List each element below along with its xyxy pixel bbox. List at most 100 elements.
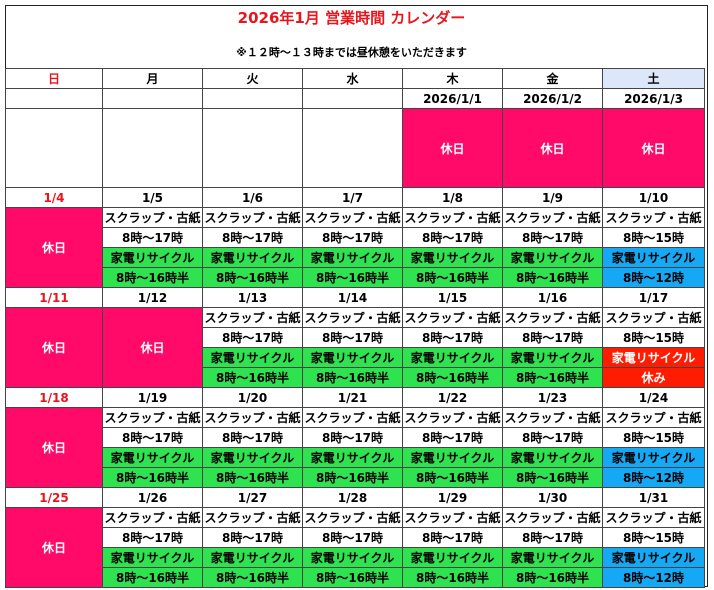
- appliance-label: 家電リサイクル: [502, 547, 603, 568]
- scrap-label: スクラップ・古紙: [602, 307, 705, 328]
- closed-day-cell: 休日: [5, 507, 103, 588]
- date-cell: [5, 88, 103, 109]
- appliance-label: 家電リサイクル: [202, 547, 303, 568]
- scrap-label: スクラップ・古紙: [602, 207, 705, 228]
- date-cell: 1/14: [302, 287, 403, 308]
- appliance-label: 家電リサイクル: [602, 447, 705, 468]
- date-cell: [302, 88, 403, 109]
- appliance-hours: 8時～16時半: [202, 467, 303, 488]
- schedule-row: 8時～17時 8時～17時 8時～17時 8時～17時 8時～15時: [6, 327, 705, 348]
- closed-day-cell: 休日: [102, 307, 203, 388]
- weekday-header: 木: [402, 68, 503, 89]
- appliance-label: 家電リサイクル: [102, 247, 203, 268]
- date-cell: 1/9: [502, 187, 603, 208]
- date-cell: 1/13: [202, 287, 303, 308]
- scrap-label: スクラップ・古紙: [202, 207, 303, 228]
- scrap-label: スクラップ・古紙: [402, 307, 503, 328]
- date-cell: 1/15: [402, 287, 503, 308]
- scrap-label: スクラップ・古紙: [502, 307, 603, 328]
- date-cell: 1/26: [102, 487, 203, 508]
- schedule-row: 8時～17時 8時～17時 8時～17時 8時～17時 8時～17時 8時～15時: [6, 227, 705, 248]
- scrap-hours: 8時～17時: [202, 527, 303, 548]
- date-cell: 1/29: [402, 487, 503, 508]
- schedule-row: 家電リサイクル 家電リサイクル 家電リサイクル 家電リサイクル 家電リサイクル 家電リサイ…: [6, 247, 705, 268]
- scrap-hours: 8時～17時: [402, 527, 503, 548]
- appliance-hours: 8時～16時半: [502, 567, 603, 588]
- weekday-header: 日: [5, 68, 103, 89]
- date-cell: 1/6: [202, 187, 303, 208]
- scrap-label: スクラップ・古紙: [202, 407, 303, 428]
- closed-day-cell: 休日: [502, 108, 603, 188]
- calendar-table: 日月火水木金土 2026/1/1 2026/1/2 2026/1/3 休日 休日 休日 1/4…: [5, 68, 705, 588]
- appliance-label: 家電リサイクル: [402, 447, 503, 468]
- schedule-row: 休日 休日 スクラップ・古紙 スクラップ・古紙 スクラップ・古紙 スクラップ・古紙 スクラッ…: [5, 307, 705, 388]
- appliance-hours: 8時～16時半: [402, 367, 503, 388]
- date-row: 1/25 1/26 1/27 1/28 1/29 1/30 1/31: [5, 487, 705, 508]
- schedule-row: 8時～17時 8時～17時 8時～17時 8時～17時 8時～17時 8時～15時: [6, 527, 705, 548]
- appliance-label: 家電リサイクル: [602, 347, 705, 368]
- appliance-label: 家電リサイクル: [502, 247, 603, 268]
- weekday-header: 土: [602, 68, 705, 89]
- scrap-label: スクラップ・古紙: [302, 307, 403, 328]
- scrap-hours: 8時～17時: [502, 427, 603, 448]
- date-cell: 1/30: [502, 487, 603, 508]
- appliance-label: 家電リサイクル: [402, 547, 503, 568]
- lunch-break-note: ※１２時～１３時までは昼休憩をいただきます: [236, 46, 467, 59]
- appliance-label: 家電リサイクル: [402, 347, 503, 368]
- scrap-hours: 8時～15時: [602, 327, 705, 348]
- date-cell: 1/11: [5, 287, 103, 308]
- scrap-label: スクラップ・古紙: [502, 407, 603, 428]
- scrap-hours: 8時～17時: [202, 427, 303, 448]
- scrap-hours: 8時～17時: [502, 227, 603, 248]
- appliance-hours: 8時～16時半: [502, 367, 603, 388]
- scrap-label: スクラップ・古紙: [102, 207, 203, 228]
- schedule-row: 8時～16時半 8時～16時半 8時～16時半 8時～16時半 8時～16時半 8時～12…: [6, 267, 705, 288]
- date-row: 1/4 1/5 1/6 1/7 1/8 1/9 1/10: [5, 187, 705, 208]
- weekday-header: 火: [202, 68, 303, 89]
- appliance-hours: 8時～16時半: [102, 467, 203, 488]
- scrap-label: スクラップ・古紙: [402, 407, 503, 428]
- appliance-label: 家電リサイクル: [202, 347, 303, 368]
- date-cell: 1/16: [502, 287, 603, 308]
- schedule-row: 家電リサイクル 家電リサイクル 家電リサイクル 家電リサイクル 家電リサイクル 家電リサイ…: [6, 447, 705, 468]
- closed-day-cell: 休日: [5, 307, 103, 388]
- week-row: 休日 休日 休日: [5, 108, 705, 188]
- appliance-label: 家電リサイクル: [102, 447, 203, 468]
- date-cell: 1/23: [502, 387, 603, 408]
- appliance-label: 家電リサイクル: [102, 547, 203, 568]
- scrap-hours: 8時～17時: [302, 527, 403, 548]
- appliance-hours: 8時～16時半: [302, 467, 403, 488]
- date-cell: 1/28: [302, 487, 403, 508]
- schedule-row: 休日 スクラップ・古紙 スクラップ・古紙 スクラップ・古紙 スクラップ・古紙 スクラップ・…: [5, 207, 705, 288]
- appliance-hours: 8時～16時半: [402, 567, 503, 588]
- scrap-hours: 8時～17時: [502, 327, 603, 348]
- date-cell: 1/24: [602, 387, 705, 408]
- date-row: 1/18 1/19 1/20 1/21 1/22 1/23 1/24: [5, 387, 705, 408]
- appliance-hours: 8時～16時半: [202, 567, 303, 588]
- date-cell: 1/25: [5, 487, 103, 508]
- appliance-hours: 8時～16時半: [502, 467, 603, 488]
- weekday-header: 月: [102, 68, 203, 89]
- appliance-hours: 8時～12時: [602, 567, 705, 588]
- appliance-label: 家電リサイクル: [302, 347, 403, 368]
- scrap-label: スクラップ・古紙: [302, 207, 403, 228]
- scrap-label: スクラップ・古紙: [102, 407, 203, 428]
- weekday-header: 金: [502, 68, 603, 89]
- date-cell: 1/8: [402, 187, 503, 208]
- weekday-header: 水: [302, 68, 403, 89]
- schedule-row: 休日 スクラップ・古紙 スクラップ・古紙 スクラップ・古紙 スクラップ・古紙 スクラップ・…: [5, 507, 705, 588]
- scrap-hours: 8時～15時: [602, 227, 705, 248]
- date-row: 2026/1/1 2026/1/2 2026/1/3: [5, 88, 705, 109]
- date-cell: 1/20: [202, 387, 303, 408]
- date-cell: 1/19: [102, 387, 203, 408]
- appliance-hours: 8時～16時半: [502, 267, 603, 288]
- appliance-label: 家電リサイクル: [502, 447, 603, 468]
- schedule-row: 8時～16時半 8時～16時半 8時～16時半 8時～16時半 8時～16時半 8時～12…: [6, 467, 705, 488]
- appliance-hours: 8時～16時半: [302, 267, 403, 288]
- appliance-label: 家電リサイクル: [202, 247, 303, 268]
- weekday-header-row: 日月火水木金土: [5, 68, 705, 89]
- appliance-hours: 8時～16時半: [102, 567, 203, 588]
- scrap-label: スクラップ・古紙: [502, 507, 603, 528]
- appliance-label: 家電リサイクル: [202, 447, 303, 468]
- appliance-hours: 8時～16時半: [202, 267, 303, 288]
